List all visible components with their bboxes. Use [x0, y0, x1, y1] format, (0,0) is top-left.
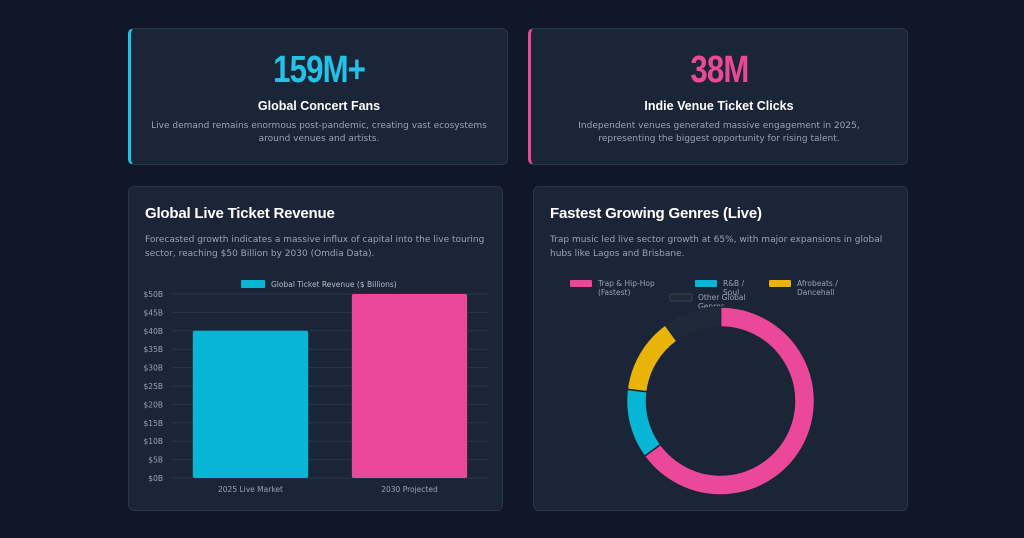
stat-card-indie-clicks: 38M Indie Venue Ticket Clicks Independen…: [528, 28, 908, 165]
bar: [351, 294, 468, 478]
y-tick-label: $40B: [144, 327, 163, 336]
legend-label: Soul: [723, 288, 739, 297]
bar-chart: Global Ticket Revenue ($ Billions) $0B $5B…: [144, 280, 489, 494]
stat-description: Independent venues generated massive eng…: [578, 121, 860, 144]
y-tick-label: $15B: [144, 419, 163, 428]
legend-label: Global Ticket Revenue ($ Billions): [271, 280, 397, 289]
legend-swatch: [669, 293, 693, 302]
donut-slice: [664, 306, 722, 343]
legend-label: (Fastest): [598, 288, 630, 297]
bar: [192, 330, 309, 478]
genre-chart-panel: Fastest Growing Genres (Live) Trap music…: [533, 186, 908, 511]
legend-swatch: [570, 280, 592, 287]
legend-swatch: [769, 280, 791, 287]
y-tick-label: $50B: [144, 290, 163, 299]
stat-label: Indie Venue Ticket Clicks: [644, 99, 794, 113]
legend-swatch: [241, 280, 265, 288]
stat-label: Global Concert Fans: [257, 99, 381, 113]
y-tick-label: $35B: [144, 345, 163, 354]
y-tick-label: $5B: [148, 456, 163, 465]
panel-description: Forecasted growth indicates a massive in…: [145, 235, 485, 259]
stat-value: 159M+: [272, 49, 366, 91]
legend-label: Other Global: [698, 293, 746, 302]
x-tick-label: 2025 Live Market: [218, 485, 283, 494]
donut-chart: Trap & Hip-Hop(Fastest) R&B /Soul Afrobeat…: [570, 279, 838, 496]
legend-label: Genres: [698, 302, 725, 311]
donut-slice: [643, 306, 816, 496]
panel-title: Fastest Growing Genres (Live): [550, 205, 762, 222]
y-tick-label: $0B: [148, 474, 163, 483]
y-tick-label: $25B: [144, 382, 163, 391]
x-tick-label: 2030 Projected: [381, 485, 438, 494]
y-tick-label: $45B: [144, 308, 163, 317]
donut-slice: [626, 323, 679, 393]
legend-swatch: [695, 280, 717, 287]
panel-title: Global Live Ticket Revenue: [145, 205, 335, 222]
y-tick-label: $20B: [144, 400, 163, 409]
panel-description: Trap music led live sector growth at 65%…: [550, 235, 883, 259]
stat-card-fans: 159M+ Global Concert Fans Live demand re…: [128, 28, 508, 165]
revenue-chart-panel: Global Live Ticket Revenue Forecasted gr…: [128, 186, 503, 511]
legend-label: Trap & Hip-Hop: [597, 279, 655, 288]
legend-label: Dancehall: [797, 288, 834, 297]
legend-label: Afrobeats /: [797, 279, 838, 288]
y-tick-label: $30B: [144, 364, 163, 373]
y-tick-label: $10B: [144, 437, 163, 446]
donut-slice: [625, 388, 662, 458]
stat-description: Live demand remains enormous post-pandem…: [151, 121, 487, 144]
stat-value: 38M: [689, 49, 749, 91]
legend-label: R&B /: [723, 279, 745, 288]
